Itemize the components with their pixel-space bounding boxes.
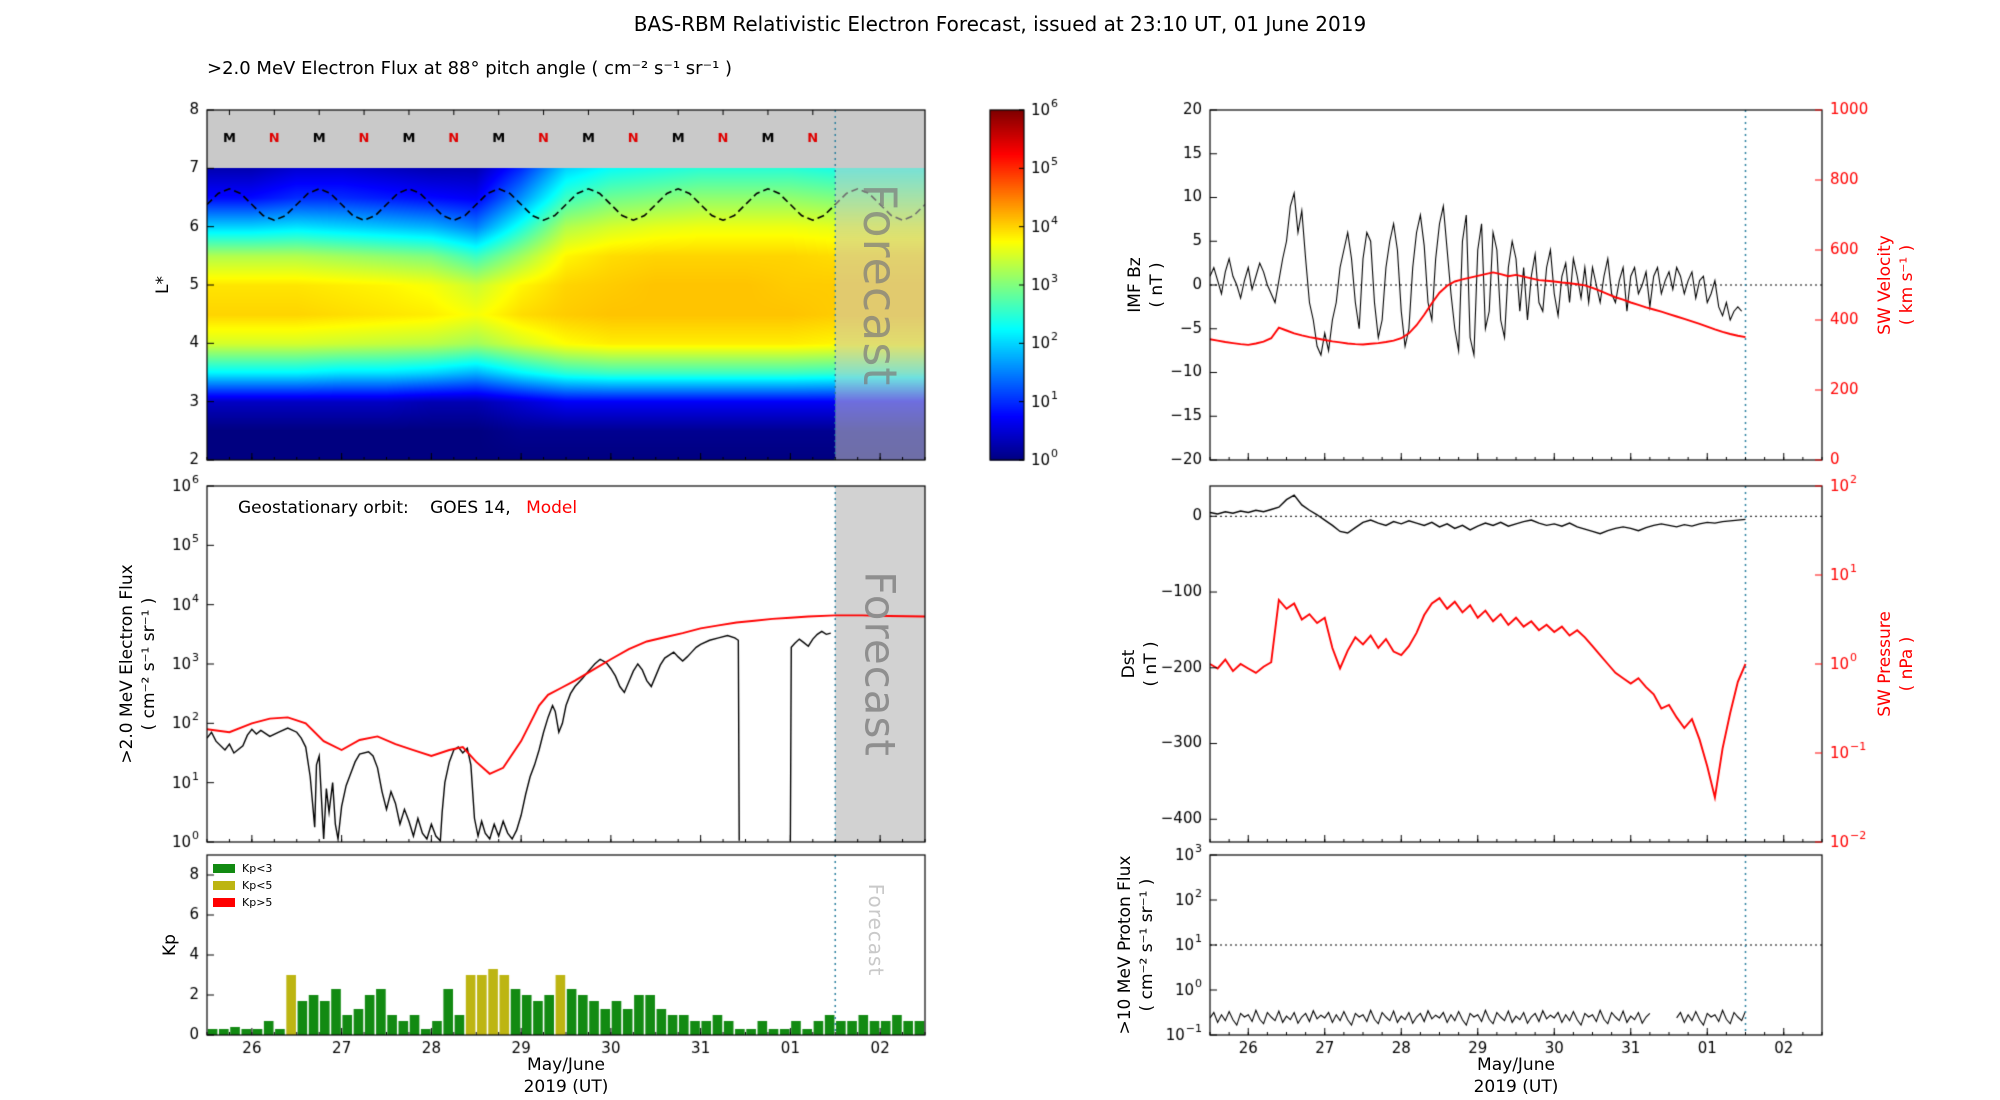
kp-high-label: Kp>5 [242, 896, 273, 909]
kp-high-swatch [213, 898, 235, 907]
flux-legend-model: Model [526, 498, 578, 518]
sw-velocity-label: SW Velocity ( km s⁻¹ ) [1874, 235, 1918, 335]
flux-legend-prefix: Geostationary orbit: [238, 498, 409, 518]
xlabel-left-line1: May/June [527, 1055, 605, 1075]
figure-title: BAS-RBM Relativistic Electron Forecast, … [633, 12, 1367, 36]
flux-legend: Geostationary orbit: GOES 14, Model [238, 498, 577, 518]
xlabel-right-line2: 2019 (UT) [1473, 1077, 1559, 1097]
kp-legend: Kp<3 Kp<5 Kp>5 [213, 859, 272, 910]
forecast-label-heatmap: Forecast [853, 183, 907, 387]
imf-ylabel-line1: IMF Bz [1125, 257, 1145, 313]
dst-ylabel: Dst ( nT ) [1118, 641, 1162, 686]
kp-legend-item-low: Kp<3 [213, 859, 272, 876]
heatmap-ylabel: L* [153, 276, 173, 294]
kp-low-label: Kp<3 [242, 862, 273, 875]
imf-ylabel-line2: ( nT ) [1147, 262, 1167, 308]
flux-ylabel-line2: ( cm⁻² s⁻¹ sr⁻¹ ) [139, 597, 159, 731]
forecast-label-flux: Forecast [855, 571, 905, 757]
kp-low-swatch [213, 864, 235, 873]
xlabel-right: May/June 2019 (UT) [1210, 1054, 1822, 1098]
dst-ylabel-line1: Dst [1119, 649, 1139, 679]
kp-mid-swatch [213, 881, 235, 890]
dst-ylabel-line2: ( nT ) [1141, 641, 1161, 687]
sw-pressure-label-line2: ( nPa ) [1897, 636, 1917, 692]
kp-mid-label: Kp<5 [242, 879, 273, 892]
forecast-label-kp: Forecast [864, 883, 888, 977]
xlabel-left-line2: 2019 (UT) [523, 1077, 609, 1097]
flux-ylabel: >2.0 MeV Electron Flux ( cm⁻² s⁻¹ sr⁻¹ ) [116, 564, 160, 763]
proton-ylabel: >10 MeV Proton Flux ( cm⁻² s⁻¹ sr⁻¹ ) [1114, 856, 1158, 1035]
flux-legend-obs: GOES 14, [430, 498, 511, 518]
sw-velocity-label-line1: SW Velocity [1875, 235, 1895, 335]
sw-velocity-label-line2: ( km s⁻¹ ) [1897, 244, 1917, 326]
kp-legend-item-mid: Kp<5 [213, 876, 272, 893]
kp-legend-item-high: Kp>5 [213, 893, 272, 910]
sw-pressure-label-line1: SW Pressure [1875, 611, 1895, 717]
heatmap-title: >2.0 MeV Electron Flux at 88° pitch angl… [207, 58, 733, 79]
imf-ylabel: IMF Bz ( nT ) [1124, 257, 1168, 312]
proton-ylabel-line2: ( cm⁻² s⁻¹ sr⁻¹ ) [1137, 878, 1157, 1012]
xlabel-left: May/June 2019 (UT) [207, 1054, 925, 1098]
kp-ylabel: Kp [160, 934, 180, 956]
flux-ylabel-line1: >2.0 MeV Electron Flux [117, 564, 137, 764]
sw-pressure-label: SW Pressure ( nPa ) [1874, 611, 1918, 717]
proton-ylabel-line1: >10 MeV Proton Flux [1115, 855, 1135, 1035]
xlabel-right-line1: May/June [1477, 1055, 1555, 1075]
